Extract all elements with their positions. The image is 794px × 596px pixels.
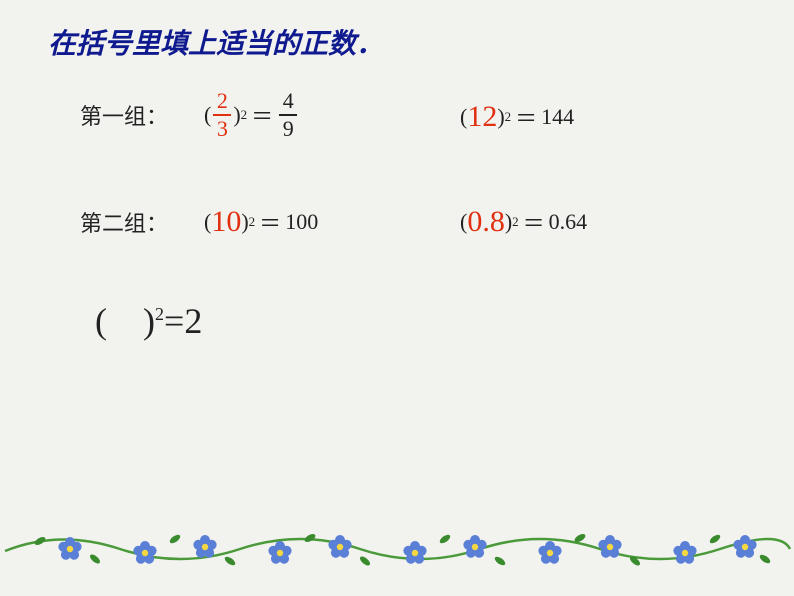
g2a-result: 100 — [285, 209, 318, 235]
g1a-expr: ( 2 3 )2 ＝ 4 9 — [204, 90, 299, 140]
equals: ＝ — [523, 206, 545, 238]
final-expr: ( )2=2 — [95, 300, 202, 342]
g2a-answer: 10 — [211, 205, 241, 239]
g2b-result: 0.64 — [549, 209, 588, 235]
group2-row: 第二组： ( 10 )2 ＝ 100 — [80, 205, 318, 239]
exponent: 2 — [505, 109, 512, 125]
frac-num: 4 — [283, 90, 294, 114]
group2-label: 第二组： — [80, 206, 168, 238]
g1b-answer: 12 — [467, 100, 497, 134]
exponent: 2 — [512, 214, 519, 230]
final-result: 2 — [184, 301, 202, 341]
page-title: 在括号里填上适当的正数． — [48, 22, 384, 62]
paren-open: ( — [95, 301, 107, 341]
paren-close: ) — [143, 301, 155, 341]
paren-open: ( — [204, 102, 211, 128]
g2b-answer: 0.8 — [467, 205, 505, 239]
equals: ＝ — [259, 206, 281, 238]
frac-num: 2 — [217, 90, 228, 114]
exponent: 2 — [155, 304, 164, 324]
exponent: 2 — [249, 214, 256, 230]
g1a-answer-fraction: 2 3 — [213, 90, 231, 140]
paren-open: ( — [460, 104, 467, 130]
paren-close: ) — [505, 209, 512, 235]
group1-row: 第一组： ( 2 3 )2 ＝ 4 9 — [80, 90, 299, 140]
paren-close: ) — [497, 104, 504, 130]
g2a-expr: ( 10 )2 ＝ 100 — [204, 205, 318, 239]
g2b-expr-row: ( 0.8 )2 ＝ 0.64 — [460, 205, 587, 239]
g1b-expr: ( 12 )2 ＝ 144 — [460, 100, 574, 134]
equals: ＝ — [251, 99, 273, 131]
group1-label: 第一组： — [80, 99, 168, 131]
equals: = — [164, 301, 184, 341]
exponent: 2 — [241, 107, 248, 123]
decorative-vine — [0, 511, 794, 581]
equals: ＝ — [515, 101, 537, 133]
frac-den: 3 — [213, 114, 231, 140]
paren-close: ) — [241, 209, 248, 235]
paren-open: ( — [204, 209, 211, 235]
g1b-expr-row: ( 12 )2 ＝ 144 — [460, 100, 574, 134]
paren-open: ( — [460, 209, 467, 235]
g1a-result-fraction: 4 9 — [279, 90, 297, 140]
g1b-result: 144 — [541, 104, 574, 130]
paren-close: ) — [233, 102, 240, 128]
final-blank — [107, 301, 143, 341]
frac-den: 9 — [279, 114, 297, 140]
g2b-expr: ( 0.8 )2 ＝ 0.64 — [460, 205, 587, 239]
